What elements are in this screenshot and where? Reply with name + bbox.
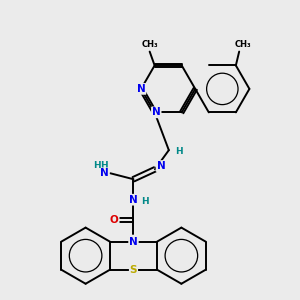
Text: H: H [100, 160, 108, 169]
Text: N: N [100, 168, 109, 178]
Text: CH₃: CH₃ [141, 40, 158, 50]
Text: N: N [137, 84, 146, 94]
Text: N: N [129, 237, 138, 247]
Text: N: N [129, 195, 138, 205]
Text: H: H [141, 197, 149, 206]
Text: H: H [93, 160, 100, 169]
Text: H: H [176, 147, 183, 156]
Text: N: N [157, 161, 165, 171]
Text: CH₃: CH₃ [235, 40, 251, 49]
Text: S: S [130, 265, 137, 275]
Text: N: N [152, 107, 161, 117]
Text: O: O [110, 215, 119, 225]
